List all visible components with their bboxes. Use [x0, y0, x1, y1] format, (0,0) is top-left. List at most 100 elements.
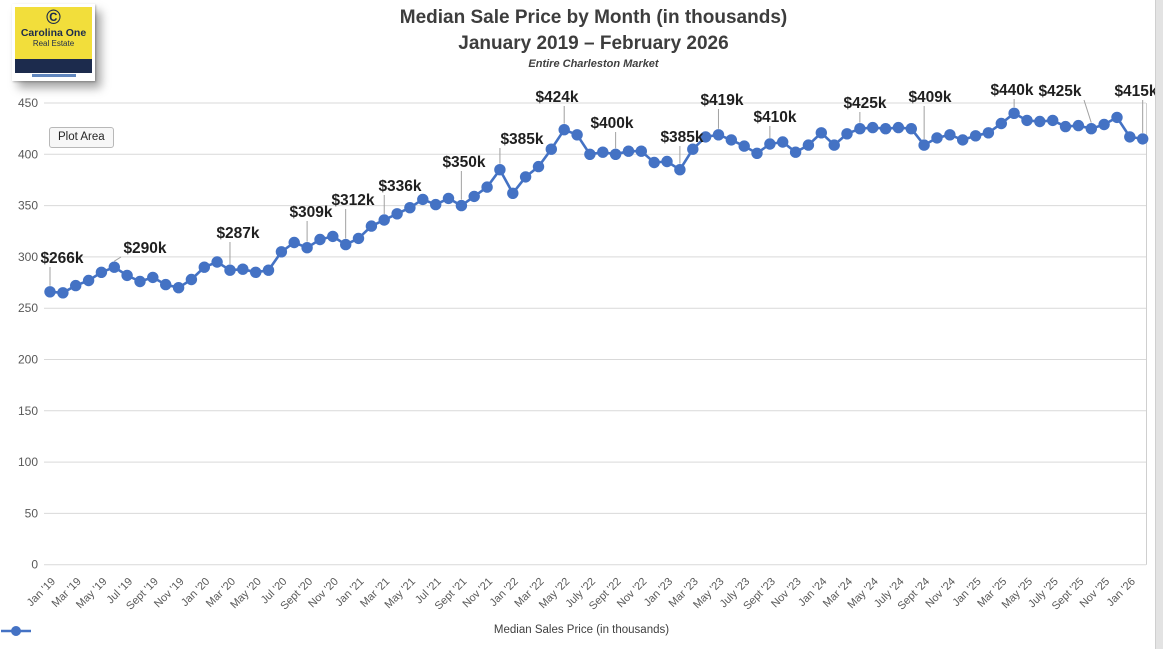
data-point[interactable] [699, 131, 712, 143]
data-point[interactable] [1021, 114, 1033, 127]
legend[interactable]: Median Sales Price (in thousands) [0, 624, 1163, 636]
data-point[interactable] [275, 246, 288, 258]
data-label[interactable]: $410k [753, 109, 796, 126]
data-label[interactable]: $415k [1114, 83, 1157, 100]
data-label[interactable]: $400k [590, 115, 633, 132]
data-point[interactable] [160, 278, 172, 291]
data-point[interactable] [995, 117, 1007, 130]
data-point[interactable] [674, 164, 686, 176]
data-label[interactable]: $350k [442, 154, 485, 171]
data-point[interactable] [70, 279, 82, 292]
data-point[interactable] [1034, 115, 1046, 128]
data-point[interactable] [661, 155, 673, 168]
data-label[interactable]: $312k [331, 192, 374, 209]
data-point[interactable] [751, 147, 763, 159]
data-point[interactable] [532, 160, 545, 173]
data-point[interactable] [301, 242, 313, 254]
data-point[interactable] [262, 264, 275, 276]
data-point[interactable] [211, 256, 223, 268]
data-point[interactable] [1098, 118, 1110, 131]
data-point[interactable] [365, 220, 378, 232]
data-point[interactable] [892, 121, 905, 134]
data-point[interactable] [250, 266, 262, 278]
data-point[interactable] [1047, 114, 1059, 127]
data-point[interactable] [314, 233, 326, 246]
data-point[interactable] [764, 138, 776, 150]
data-point[interactable] [789, 146, 802, 158]
data-point[interactable] [571, 129, 583, 141]
data-point[interactable] [982, 127, 995, 139]
data-point[interactable] [442, 192, 455, 205]
data-point[interactable] [1085, 123, 1098, 135]
data-point[interactable] [147, 271, 159, 284]
data-point[interactable] [288, 236, 300, 249]
data-point[interactable] [622, 145, 635, 157]
data-point[interactable] [802, 139, 815, 151]
data-point[interactable] [1008, 107, 1020, 120]
data-label[interactable]: $409k [908, 89, 951, 106]
data-point[interactable] [378, 214, 390, 226]
data-point[interactable] [121, 269, 133, 282]
data-point[interactable] [1111, 111, 1123, 124]
data-point[interactable] [1124, 131, 1136, 143]
data-point[interactable] [635, 145, 647, 157]
data-point[interactable] [918, 139, 930, 151]
data-label[interactable]: $385k [660, 129, 703, 146]
data-point[interactable] [224, 264, 236, 276]
data-point[interactable] [944, 129, 956, 141]
data-label[interactable]: $385k [500, 131, 543, 148]
data-point[interactable] [172, 282, 185, 294]
data-point[interactable] [712, 129, 725, 141]
data-point[interactable] [609, 148, 622, 160]
data-point[interactable] [584, 148, 596, 160]
data-point[interactable] [327, 230, 339, 243]
data-point[interactable] [108, 261, 121, 273]
data-point[interactable] [841, 128, 853, 140]
data-point[interactable] [519, 171, 532, 183]
data-point[interactable] [352, 232, 365, 245]
data-point[interactable] [931, 132, 943, 144]
data-point[interactable] [905, 123, 917, 135]
data-point[interactable] [468, 190, 480, 203]
data-label[interactable]: $425k [843, 95, 886, 112]
data-point[interactable] [417, 193, 429, 206]
data-point[interactable] [1072, 119, 1085, 132]
data-point[interactable] [95, 266, 108, 278]
data-point[interactable] [57, 287, 69, 299]
data-point[interactable] [777, 136, 789, 148]
data-point[interactable] [1059, 120, 1072, 133]
data-point[interactable] [597, 146, 609, 158]
data-point[interactable] [44, 286, 56, 298]
data-point[interactable] [687, 143, 699, 155]
data-point[interactable] [854, 123, 866, 135]
data-point[interactable] [815, 127, 827, 139]
data-point[interactable] [481, 181, 493, 193]
data-point[interactable] [430, 198, 442, 211]
data-point[interactable] [198, 261, 210, 273]
data-point[interactable] [828, 139, 840, 151]
data-label[interactable]: $440k [990, 82, 1033, 99]
data-point[interactable] [648, 156, 660, 169]
data-point[interactable] [82, 274, 95, 287]
data-point[interactable] [134, 275, 146, 288]
data-label[interactable]: $309k [289, 204, 332, 221]
data-point[interactable] [340, 238, 352, 251]
data-point[interactable] [494, 164, 506, 176]
data-point[interactable] [957, 134, 969, 146]
data-point[interactable] [879, 123, 892, 135]
data-point[interactable] [558, 124, 570, 136]
data-label[interactable]: $290k [123, 240, 166, 257]
data-point[interactable] [237, 263, 249, 275]
data-point[interactable] [507, 187, 519, 199]
data-point[interactable] [725, 134, 737, 146]
data-label[interactable]: $287k [216, 225, 259, 242]
data-point[interactable] [455, 199, 468, 212]
data-point[interactable] [391, 208, 403, 220]
data-point[interactable] [738, 140, 750, 152]
data-point[interactable] [867, 121, 879, 134]
data-label[interactable]: $336k [378, 178, 421, 195]
data-point[interactable] [404, 202, 416, 214]
data-label[interactable]: $266k [40, 250, 83, 267]
data-point[interactable] [969, 130, 982, 142]
